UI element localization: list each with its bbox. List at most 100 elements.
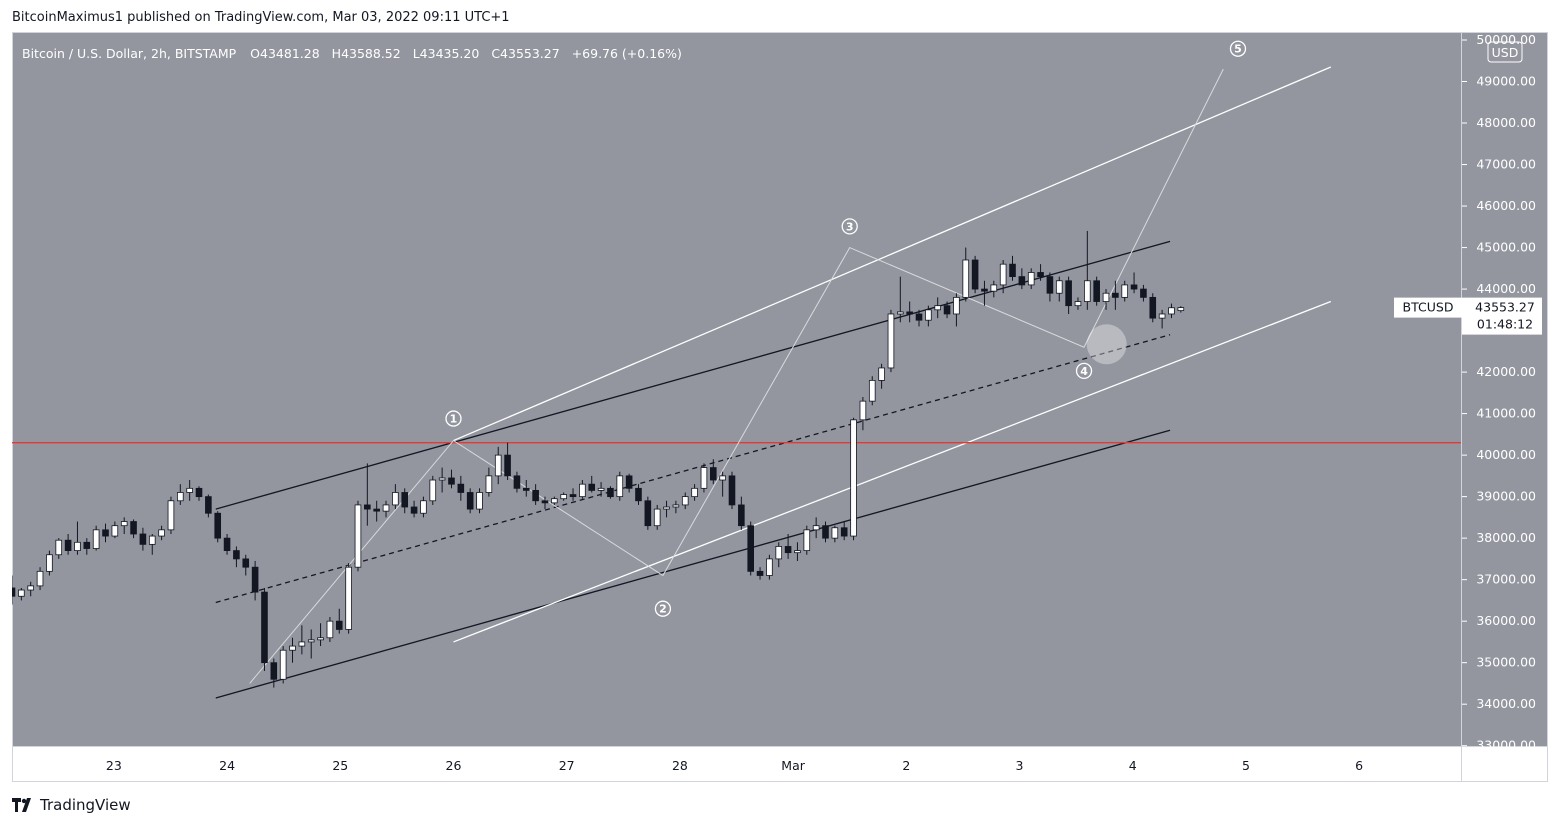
wave-label-1: 1 (445, 410, 462, 427)
candle (588, 475, 596, 493)
candle-body (1102, 292, 1110, 302)
time-tick-label: 27 (559, 758, 575, 773)
candle-body (990, 284, 998, 292)
candle (579, 480, 586, 499)
candle-body (64, 539, 72, 551)
candle (233, 546, 240, 568)
candle-body (392, 492, 399, 506)
candle (307, 629, 315, 659)
candle (1046, 272, 1054, 302)
wave-label-text: 3 (846, 220, 854, 233)
candle-body (317, 637, 324, 641)
candle (382, 500, 390, 518)
candle-body (1177, 307, 1185, 312)
candle (279, 646, 287, 684)
candle-body (242, 558, 250, 568)
candle-body (186, 487, 193, 493)
time-tick-label: 2 (902, 758, 910, 773)
candle (326, 617, 334, 642)
time-tick-label: 23 (106, 758, 122, 773)
candle-body (999, 263, 1007, 286)
candle (513, 471, 521, 493)
candle-body (653, 508, 661, 527)
candle (158, 525, 165, 541)
tradingview-logo-icon (12, 798, 31, 812)
candle (111, 521, 119, 539)
candle (1027, 268, 1035, 290)
price-tick-label: 37000.00 (1476, 572, 1536, 587)
candle (1084, 230, 1091, 310)
price-tick-label: 49000.00 (1476, 74, 1536, 89)
time-axis-panel[interactable] (12, 747, 1461, 782)
price-axis-panel[interactable] (1462, 32, 1548, 746)
candle-body (289, 645, 296, 651)
ohlc-close-value: 43553.27 (500, 46, 560, 61)
candle (1130, 272, 1138, 294)
candle (27, 581, 34, 597)
candle (476, 488, 483, 514)
candle (466, 488, 474, 514)
candle (270, 658, 278, 688)
candle (953, 293, 960, 327)
candle (46, 550, 53, 576)
candle (74, 521, 81, 555)
candle (354, 500, 362, 572)
wave-label-text: 1 (450, 413, 458, 426)
candle (92, 525, 100, 551)
candle (102, 523, 109, 543)
candle-body (822, 525, 829, 539)
candle-body (859, 400, 867, 421)
candle (981, 280, 988, 306)
candle (1140, 284, 1147, 302)
candle-body (607, 487, 614, 498)
candle-body (812, 525, 820, 531)
candle-body (934, 305, 942, 311)
candle (12, 575, 16, 605)
candle (644, 496, 652, 530)
footer-brand: TradingView (40, 796, 131, 814)
plot-area[interactable] (12, 32, 1461, 746)
candle (691, 484, 698, 501)
candle-body (897, 311, 904, 315)
candle-body (457, 483, 465, 493)
price-tick-label: 40000.00 (1476, 447, 1536, 462)
candle (457, 475, 465, 501)
candle-body (120, 521, 128, 527)
candle (1037, 264, 1044, 281)
candle (438, 467, 446, 493)
candle-body (953, 296, 960, 315)
time-tick-label: 4 (1129, 758, 1137, 773)
candle (18, 587, 25, 601)
symbol-legend[interactable]: Bitcoin / U.S. Dollar, 2h, BITSTAMP O434… (22, 46, 682, 61)
candle (784, 533, 792, 559)
price-tick-label: 46000.00 (1476, 198, 1536, 213)
candle-body (616, 475, 624, 498)
time-axis: 23 24 25 26 27 28 Mar 2 3 4 5 6 (106, 758, 1363, 773)
wave4-target-zone (1086, 324, 1127, 365)
candle-body (298, 641, 306, 647)
candle-body (1121, 284, 1129, 298)
candle-body (1055, 280, 1063, 294)
time-tick-label: Mar (781, 758, 805, 773)
candle-body (1018, 276, 1026, 286)
candle-body (485, 475, 493, 493)
candle-body (46, 554, 53, 572)
currency-badge[interactable]: USD (1487, 41, 1523, 63)
candle (709, 459, 717, 485)
trendline-dark-mid (215, 334, 1171, 604)
candle-body (1037, 272, 1044, 278)
candle (120, 517, 128, 534)
ohlc-close-label: C (491, 46, 500, 61)
candle-body (925, 309, 932, 321)
candle-body (148, 535, 156, 545)
candle (522, 480, 530, 497)
candle-body (279, 649, 287, 680)
candle (551, 496, 558, 505)
candle (1074, 297, 1082, 310)
candle (672, 500, 680, 514)
candle-body (756, 570, 764, 576)
candle-body (887, 313, 895, 369)
candle-body (532, 490, 539, 502)
candle-body (784, 546, 792, 554)
